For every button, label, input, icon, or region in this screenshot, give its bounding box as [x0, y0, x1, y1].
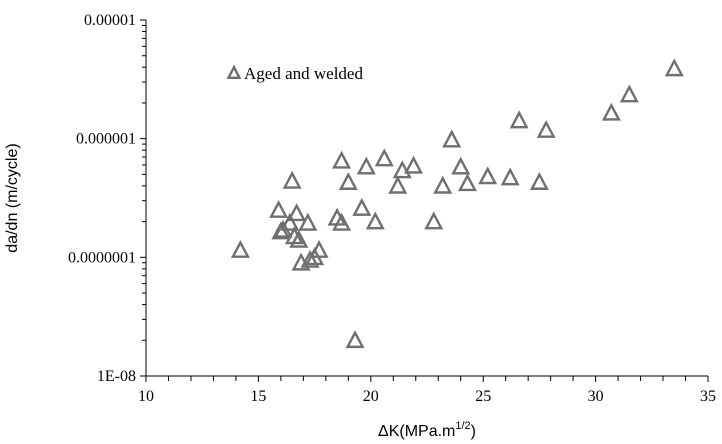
y-tick-label: 0.0000001 — [68, 249, 136, 266]
data-point-triangle — [529, 171, 549, 190]
legend-label: Aged and welded — [244, 64, 363, 83]
data-point-triangle — [433, 175, 453, 194]
data-points — [230, 58, 684, 349]
data-point-triangle — [457, 173, 477, 192]
data-point-triangle — [424, 211, 444, 230]
data-point-triangle — [332, 212, 352, 231]
x-axis-title-superscript: 1/2 — [455, 420, 470, 432]
y-tick-label: 0.000001 — [76, 131, 136, 148]
data-point-triangle — [536, 119, 556, 138]
data-point-triangle — [282, 170, 302, 189]
x-axis-title: ΔK(MPa.m1/2) — [378, 420, 476, 440]
data-point-triangle — [287, 203, 307, 222]
data-point-triangle — [271, 221, 291, 240]
x-axis-title-suffix: ) — [471, 423, 476, 440]
data-point-triangle — [338, 171, 358, 190]
x-tick-label: 10 — [138, 388, 154, 405]
data-point-triangle — [298, 212, 318, 231]
data-point-triangle — [269, 199, 289, 218]
data-point-triangle — [300, 249, 320, 268]
y-tick-label: 1E-08 — [97, 368, 136, 385]
data-point-triangle — [478, 166, 498, 185]
data-point-triangle — [601, 102, 621, 121]
data-point-triangle — [374, 148, 394, 167]
data-point-triangle — [289, 229, 309, 248]
y-tick-label: 0.00001 — [84, 12, 136, 29]
data-point-triangle — [365, 211, 385, 230]
data-point-triangle — [230, 239, 250, 258]
data-point-triangle — [404, 155, 424, 174]
axes: 10 15 20 25 30 35 1E-08 0.0000001 0.000001 0.0000… — [68, 12, 716, 405]
x-tick-label: 30 — [588, 388, 604, 405]
data-point-triangle — [664, 58, 684, 77]
x-tick-label: 20 — [363, 388, 379, 405]
data-point-triangle — [332, 150, 352, 169]
x-tick-label: 25 — [475, 388, 491, 405]
x-tick-label: 35 — [700, 388, 716, 405]
data-point-triangle — [509, 110, 529, 129]
data-point-triangle — [500, 167, 520, 186]
y-axis-title: da/dn (m/cycle) — [4, 143, 21, 252]
legend-marker — [226, 64, 242, 80]
data-point-triangle — [309, 239, 329, 258]
data-point-triangle — [388, 175, 408, 194]
data-point-triangle — [619, 84, 639, 103]
data-point-triangle — [345, 330, 365, 349]
data-point-triangle — [352, 197, 372, 216]
data-point-triangle — [356, 156, 376, 175]
x-tick-label: 15 — [250, 388, 266, 405]
data-point-triangle — [451, 156, 471, 175]
legend: Aged and welded — [226, 64, 363, 83]
data-point-triangle — [442, 129, 462, 148]
data-point-triangle — [280, 212, 300, 231]
x-axis-title-main: ΔK(MPa.m — [378, 423, 455, 440]
